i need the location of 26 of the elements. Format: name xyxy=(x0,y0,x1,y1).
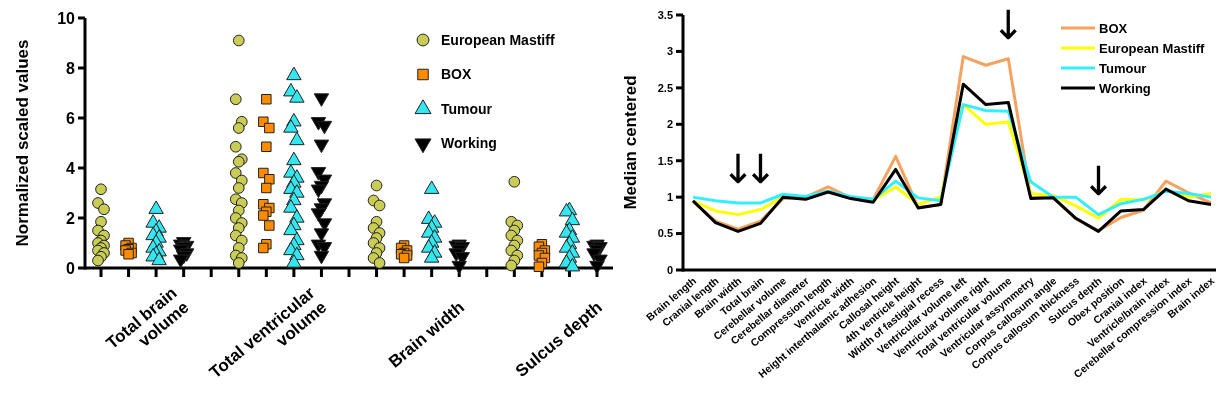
legend-label: BOX xyxy=(441,66,472,83)
y-tick-label: 10 xyxy=(57,9,76,27)
y-tick-label: 3 xyxy=(666,45,673,58)
legend-label: European Mastiff xyxy=(1099,40,1206,56)
legend-label: Working xyxy=(441,135,497,152)
y-axis-title: Median centered xyxy=(621,75,640,210)
y-tick-label: 0 xyxy=(666,263,673,276)
y-tick-label: 8 xyxy=(66,59,76,77)
y-tick-label: 0 xyxy=(66,259,76,277)
y-tick-label: 2 xyxy=(666,118,673,131)
legend-label: Tumour xyxy=(1099,60,1147,76)
y-tick-label: 2 xyxy=(66,209,76,227)
y-tick-label: 1.5 xyxy=(657,154,673,167)
y-tick-label: 1 xyxy=(666,190,673,203)
y-tick-label: 4 xyxy=(66,159,76,177)
legend-label: Tumour xyxy=(441,100,493,117)
legend-label: European Mastiff xyxy=(441,31,555,48)
y-tick-label: 6 xyxy=(66,109,76,127)
y-tick-label: 0.5 xyxy=(657,227,673,240)
annotation: ↓ xyxy=(1081,157,1116,204)
legend-label: BOX xyxy=(1099,20,1128,36)
y-tick-label: 2.5 xyxy=(657,81,673,94)
y-tick-label: 3.5 xyxy=(657,8,673,21)
annotation: ↓ xyxy=(991,1,1026,48)
y-axis-title: Normalized scaled values xyxy=(13,39,32,247)
legend-label: Working xyxy=(1099,80,1151,96)
